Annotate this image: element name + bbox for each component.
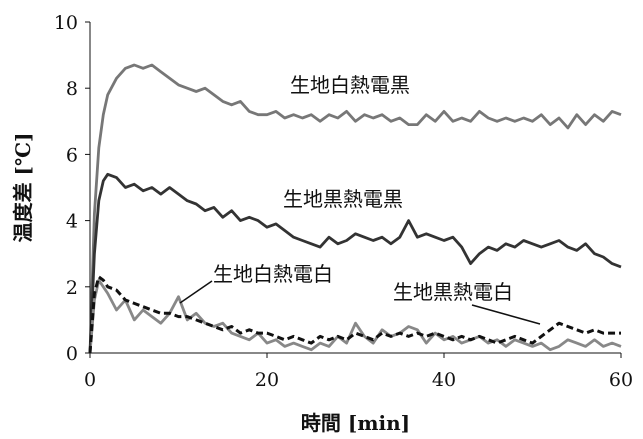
y-axis-ticks: 0 2 4 6 8 10	[54, 12, 90, 365]
y-tick-label: 10	[54, 12, 78, 34]
annotation-leader-4	[471, 304, 541, 325]
x-axis-ticks: 0 20 40 60	[84, 353, 633, 391]
x-tick-label: 20	[255, 369, 279, 391]
series-line-2	[88, 172, 622, 354]
series-line-1	[88, 63, 622, 354]
y-tick-label: 2	[66, 277, 78, 299]
series-line-3	[88, 278, 622, 354]
y-tick-label: 6	[66, 144, 78, 166]
y-tick-label: 0	[66, 343, 78, 365]
y-tick-label: 8	[66, 78, 78, 100]
series-layer	[88, 63, 622, 354]
series-annotation-1: 生地白熱電黒	[290, 73, 410, 97]
x-axis-label: 時間 [min]	[301, 411, 410, 435]
series-annotation-2: 生地黒熱電黒	[283, 187, 403, 211]
annotation-leader-3	[179, 280, 213, 304]
x-tick-label: 60	[609, 369, 633, 391]
x-tick-label: 0	[84, 369, 96, 391]
y-tick-label: 4	[66, 211, 78, 233]
y-axis-label: 温度差 [℃]	[11, 133, 35, 243]
series-annotation-3: 生地白熱電白	[213, 262, 333, 286]
series-annotation-4: 生地黒熱電白	[393, 280, 513, 304]
x-tick-label: 40	[432, 369, 456, 391]
